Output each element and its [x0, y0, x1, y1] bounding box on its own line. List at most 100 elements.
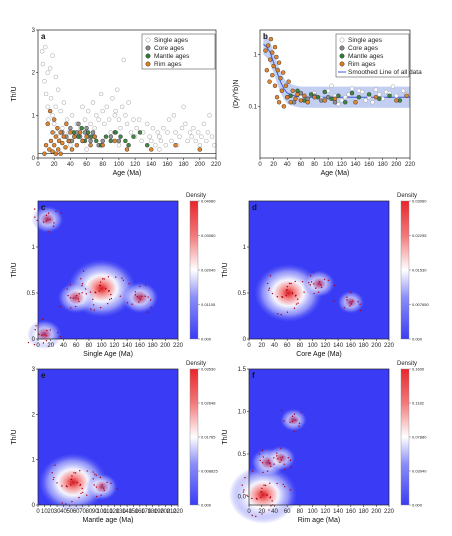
data-point: [61, 100, 67, 105]
sample-dot: [269, 462, 271, 464]
panel-f-heatmap: Density 0.000 0.03940 0.07880 0.1182 0.1600: [229, 361, 427, 524]
y-axis-label: Th/U: [222, 429, 229, 444]
legend-label: Single ages: [348, 37, 383, 44]
y-tick-label: 0.5: [27, 291, 36, 297]
sample-dot: [294, 295, 297, 297]
x-tick-label: 120: [320, 509, 331, 515]
data-point: [58, 130, 63, 135]
data-point: [84, 147, 89, 152]
sample-dot: [346, 296, 348, 299]
data-point: [77, 130, 83, 135]
data-point: [53, 74, 59, 80]
x-tick-label: 160: [346, 509, 357, 515]
x-tick-label: 220: [405, 162, 416, 168]
data-point: [76, 121, 81, 127]
data-point: [80, 138, 85, 144]
sample-dot: [80, 492, 82, 495]
plot-frame: [259, 29, 411, 159]
sample-dot: [136, 295, 138, 298]
sample-dot: [139, 285, 141, 288]
sample-dot: [279, 461, 281, 463]
sample-dot: [78, 300, 80, 303]
sample-dot: [296, 298, 299, 300]
sample-dot: [122, 279, 125, 281]
data-point: [48, 96, 54, 101]
data-point: [119, 104, 125, 110]
sample-dot: [269, 275, 272, 277]
legend-marker: [339, 61, 345, 67]
plot-frame: [37, 29, 217, 159]
data-point: [157, 134, 162, 139]
x-tick-label: 140: [122, 509, 133, 515]
data-point: [45, 70, 50, 75]
sample-dot: [294, 280, 296, 283]
data-point: [85, 108, 91, 114]
data-point: [275, 67, 280, 73]
colorbar-tick-label: 0.01105: [201, 302, 216, 307]
data-point: [166, 117, 172, 122]
x-tick-label: 100: [114, 162, 125, 168]
sample-dot: [98, 290, 101, 292]
sample-dot: [141, 295, 143, 297]
sample-dot: [259, 459, 262, 462]
sample-dot: [110, 482, 112, 485]
data-point: [390, 84, 396, 89]
sample-dot: [99, 281, 102, 283]
sample-dot: [276, 455, 278, 457]
sample-dot: [79, 484, 81, 486]
data-point: [349, 90, 355, 96]
sample-dot: [318, 281, 321, 283]
data-point: [43, 142, 49, 148]
data-point: [106, 117, 112, 122]
sample-dot: [34, 329, 36, 331]
sample-dot: [295, 303, 298, 305]
y-tick-label: 0: [32, 503, 36, 509]
data-point: [298, 98, 304, 103]
data-point: [149, 138, 154, 144]
sample-dot: [251, 514, 253, 517]
x-tick-label: 80: [86, 509, 93, 515]
x-tick-label: 170: [141, 509, 152, 515]
colorbar-tick-label: 0.02295: [412, 233, 427, 238]
y-tick-label: 2: [32, 412, 36, 418]
x-tick-label: 20: [47, 509, 54, 515]
sample-dot: [285, 294, 287, 297]
data-point: [131, 134, 136, 139]
data-point: [60, 140, 65, 146]
x-tick-label: 140: [122, 343, 133, 349]
data-point: [158, 138, 164, 144]
y-tick-label: 1: [32, 458, 36, 464]
sample-dot: [90, 308, 92, 310]
data-point: [58, 151, 63, 156]
sample-dot: [295, 419, 297, 421]
data-point: [94, 113, 99, 118]
data-point: [50, 149, 55, 154]
data-point: [268, 36, 274, 42]
sample-dot: [323, 278, 326, 281]
data-point: [343, 95, 348, 100]
y-tick-label: 0: [243, 337, 247, 343]
data-point: [51, 117, 57, 122]
data-point: [195, 130, 201, 135]
data-point: [295, 92, 300, 97]
density-hotspot: [85, 473, 118, 501]
colorbar: [400, 368, 410, 506]
sample-dot: [41, 334, 43, 336]
sample-dot: [53, 222, 55, 224]
sample-dot: [317, 291, 320, 293]
data-point: [212, 142, 217, 148]
data-point: [113, 108, 118, 114]
sample-dot: [106, 481, 108, 484]
data-point: [308, 92, 314, 97]
sample-dot: [251, 497, 253, 500]
sample-dot: [103, 489, 105, 492]
sample-dot: [150, 306, 152, 309]
x-tick-label: 0: [36, 509, 40, 515]
x-tick-label: 160: [135, 509, 146, 515]
sample-dot: [27, 341, 30, 344]
data-point: [47, 147, 52, 152]
y-tick-label: 1: [254, 53, 258, 59]
sample-dot: [51, 472, 53, 474]
